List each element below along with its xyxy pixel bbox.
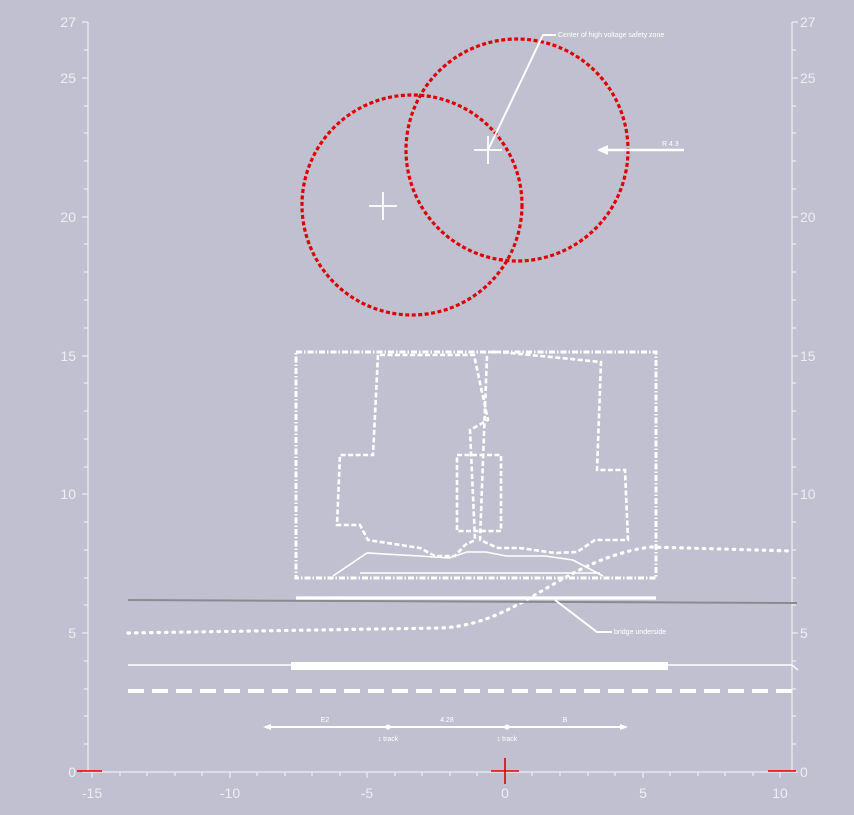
x-tick-minus-5: -5 — [361, 785, 374, 801]
radius-label: R 4.3 — [662, 141, 679, 148]
vehicle-envelope — [294, 350, 658, 580]
y-tick-15-right: 15 — [800, 348, 816, 364]
y-tick-10-right: 10 — [800, 486, 816, 502]
bridge-underside — [127, 596, 798, 633]
track-label-left: ↕ track — [378, 736, 399, 743]
track-label-right: ↕ track — [497, 736, 518, 743]
dimension-line — [263, 724, 628, 730]
y-tick-15-left: 15 — [60, 348, 76, 364]
hv-zone-circle-left — [300, 93, 524, 317]
pantograph-outlines — [335, 350, 630, 558]
y-tick-20-right: 20 — [800, 209, 816, 225]
y-tick-27-left: 27 — [60, 14, 76, 30]
x-tick-5: 5 — [639, 785, 647, 801]
y-tick-5-right: 5 — [800, 625, 808, 641]
y-tick-25-left: 25 — [60, 70, 76, 86]
left-axis — [82, 21, 89, 773]
dim-label-mid: 4.28 — [440, 717, 454, 724]
bottom-tick-labels: -15 -10 -5 0 5 10 — [82, 785, 788, 801]
y-tick-5-left: 5 — [68, 625, 76, 641]
wheel-contour — [332, 551, 604, 577]
rail-lines — [128, 662, 799, 693]
origin-markers — [77, 758, 796, 784]
right-tick-labels: 0 5 10 15 20 25 27 — [800, 14, 816, 780]
bridge-label: bridge underside — [614, 629, 666, 636]
y-tick-0-right: 0 — [800, 764, 808, 780]
pantograph-right — [478, 350, 630, 555]
radius-arrow — [597, 145, 684, 155]
x-tick-minus-10: -10 — [220, 785, 240, 801]
y-tick-20-left: 20 — [60, 209, 76, 225]
dim-label-left: E2 — [321, 717, 330, 724]
x-tick-10: 10 — [772, 785, 788, 801]
right-axis — [791, 21, 798, 773]
x-tick-minus-15: -15 — [82, 785, 102, 801]
pantograph-left — [335, 353, 490, 558]
hv-center-callout — [487, 34, 556, 151]
y-tick-27-right: 27 — [800, 14, 816, 30]
y-tick-0-left: 0 — [68, 764, 76, 780]
y-tick-25-right: 25 — [800, 70, 816, 86]
kinematic-envelope-box — [294, 350, 658, 580]
y-tick-10-left: 10 — [60, 486, 76, 502]
hv-center-label: Center of high voltage safety zone — [558, 32, 664, 39]
track-profile-dotted — [126, 545, 794, 635]
left-tick-labels: 0 5 10 15 20 25 27 — [60, 14, 76, 780]
x-tick-0: 0 — [501, 785, 509, 801]
dim-label-right: B — [563, 717, 568, 724]
